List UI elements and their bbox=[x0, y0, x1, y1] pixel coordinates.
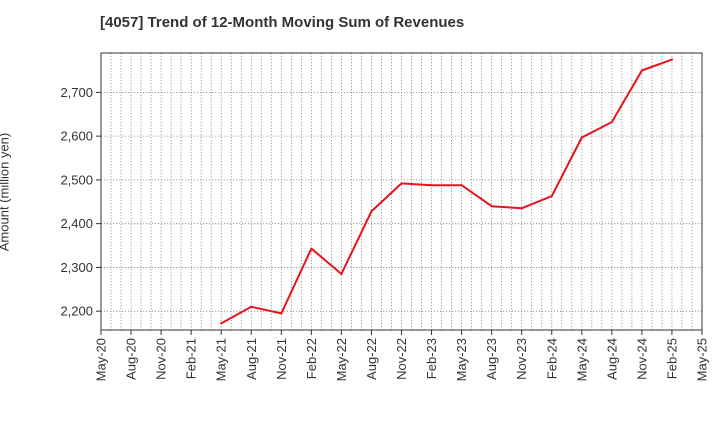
x-tick-label: Aug-23 bbox=[484, 338, 499, 380]
x-tick-label: Feb-21 bbox=[184, 338, 199, 379]
data-point bbox=[310, 247, 313, 250]
grid bbox=[101, 53, 702, 330]
data-point bbox=[520, 207, 523, 210]
y-tick-label: 2,200 bbox=[60, 304, 93, 319]
data-point bbox=[400, 182, 403, 185]
x-tick-label: Aug-22 bbox=[364, 338, 379, 380]
y-tick-label: 2,300 bbox=[60, 260, 93, 275]
x-tick-label: Feb-24 bbox=[544, 338, 559, 379]
x-tick-label: Nov-22 bbox=[394, 338, 409, 380]
x-tick-label: May-25 bbox=[695, 338, 710, 381]
x-tick-label: Feb-22 bbox=[304, 338, 319, 379]
data-point bbox=[220, 322, 223, 325]
x-tick-label: Nov-23 bbox=[514, 338, 529, 380]
x-tick-label: Nov-20 bbox=[154, 338, 169, 380]
x-tick-label: Nov-24 bbox=[634, 338, 649, 380]
x-tick-label: Feb-25 bbox=[664, 338, 679, 379]
x-tick-label: May-20 bbox=[94, 338, 109, 381]
series-line bbox=[220, 58, 673, 325]
x-tick-label: May-21 bbox=[214, 338, 229, 381]
y-tick-label: 2,400 bbox=[60, 216, 93, 231]
data-point bbox=[370, 210, 373, 213]
data-point bbox=[640, 69, 643, 72]
y-tick-label: 2,600 bbox=[60, 129, 93, 144]
data-point bbox=[460, 184, 463, 187]
chart-title: [4057] Trend of 12-Month Moving Sum of R… bbox=[100, 14, 465, 31]
y-tick-label: 2,500 bbox=[60, 172, 93, 187]
data-point bbox=[250, 305, 253, 308]
x-tick-label: May-24 bbox=[574, 338, 589, 381]
series bbox=[220, 58, 673, 325]
data-point bbox=[490, 205, 493, 208]
x-tick-label: Feb-23 bbox=[424, 338, 439, 379]
data-point bbox=[340, 272, 343, 275]
x-tick-label: May-23 bbox=[454, 338, 469, 381]
x-axis: May-20 Aug-20 Nov-20 Feb-21 May-21 Aug-21 Nov-… bbox=[94, 330, 710, 381]
data-point bbox=[580, 136, 583, 139]
x-tick-label: Nov-21 bbox=[274, 338, 289, 380]
data-point bbox=[550, 195, 553, 198]
x-tick-label: May-22 bbox=[334, 338, 349, 381]
data-point bbox=[670, 58, 673, 61]
data-point bbox=[430, 184, 433, 187]
y-tick-label: 2,700 bbox=[60, 85, 93, 100]
x-tick-label: Aug-21 bbox=[244, 338, 259, 380]
data-point bbox=[280, 312, 283, 315]
data-point bbox=[610, 121, 613, 124]
y-axis: 2,200 2,300 2,400 2,500 2,600 2,700 bbox=[60, 85, 101, 319]
x-tick-label: Aug-20 bbox=[124, 338, 139, 380]
x-tick-label: Aug-24 bbox=[604, 338, 619, 380]
